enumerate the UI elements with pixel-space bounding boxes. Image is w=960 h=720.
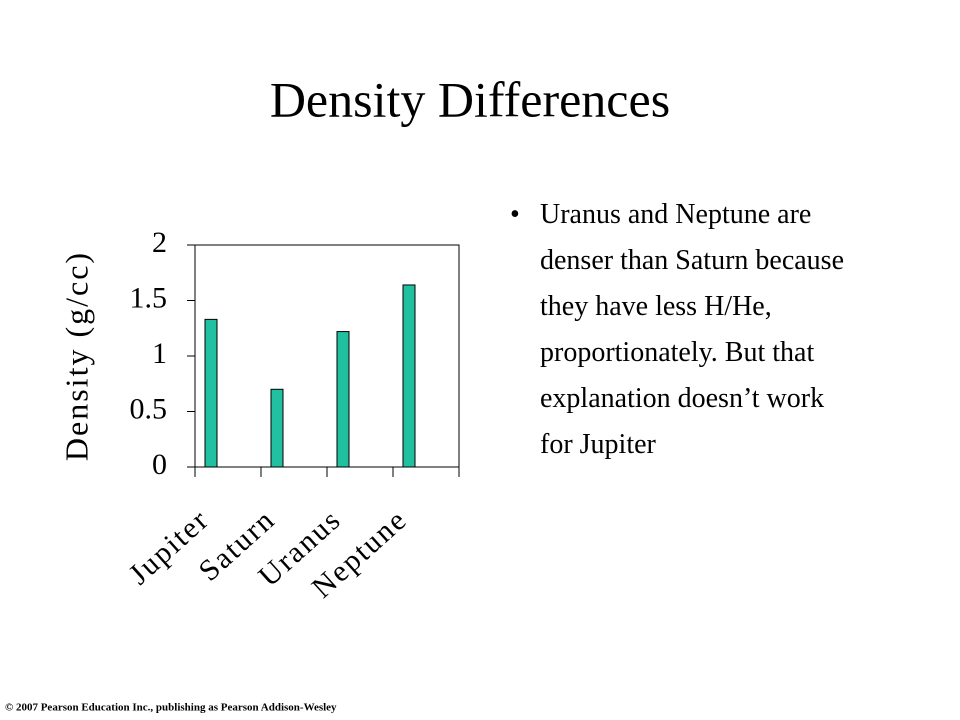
y-axis-label: Density (g/cc) bbox=[58, 251, 94, 461]
x-tick-label: Jupiter bbox=[123, 503, 216, 592]
bullet-dot: • bbox=[510, 199, 520, 230]
y-tick-label: 2 bbox=[152, 226, 167, 259]
bar bbox=[270, 388, 284, 468]
y-tick-label: 1.5 bbox=[130, 281, 168, 314]
bullet-point: • Uranus and Neptune are denser than Satu… bbox=[510, 192, 860, 468]
y-tick-label: 1 bbox=[152, 337, 167, 370]
footer: © 2007 Pearson Education Inc., publishin… bbox=[5, 702, 337, 714]
bar bbox=[402, 284, 416, 468]
bar bbox=[336, 331, 350, 468]
y-tick-label: 0 bbox=[152, 448, 167, 481]
plot-area bbox=[194, 244, 460, 468]
y-tick-label: 0.5 bbox=[130, 392, 168, 425]
bullet-text: Uranus and Neptune are denser than Satur… bbox=[540, 199, 844, 460]
slide-title: Density Differences bbox=[270, 71, 670, 127]
bar bbox=[204, 318, 218, 468]
